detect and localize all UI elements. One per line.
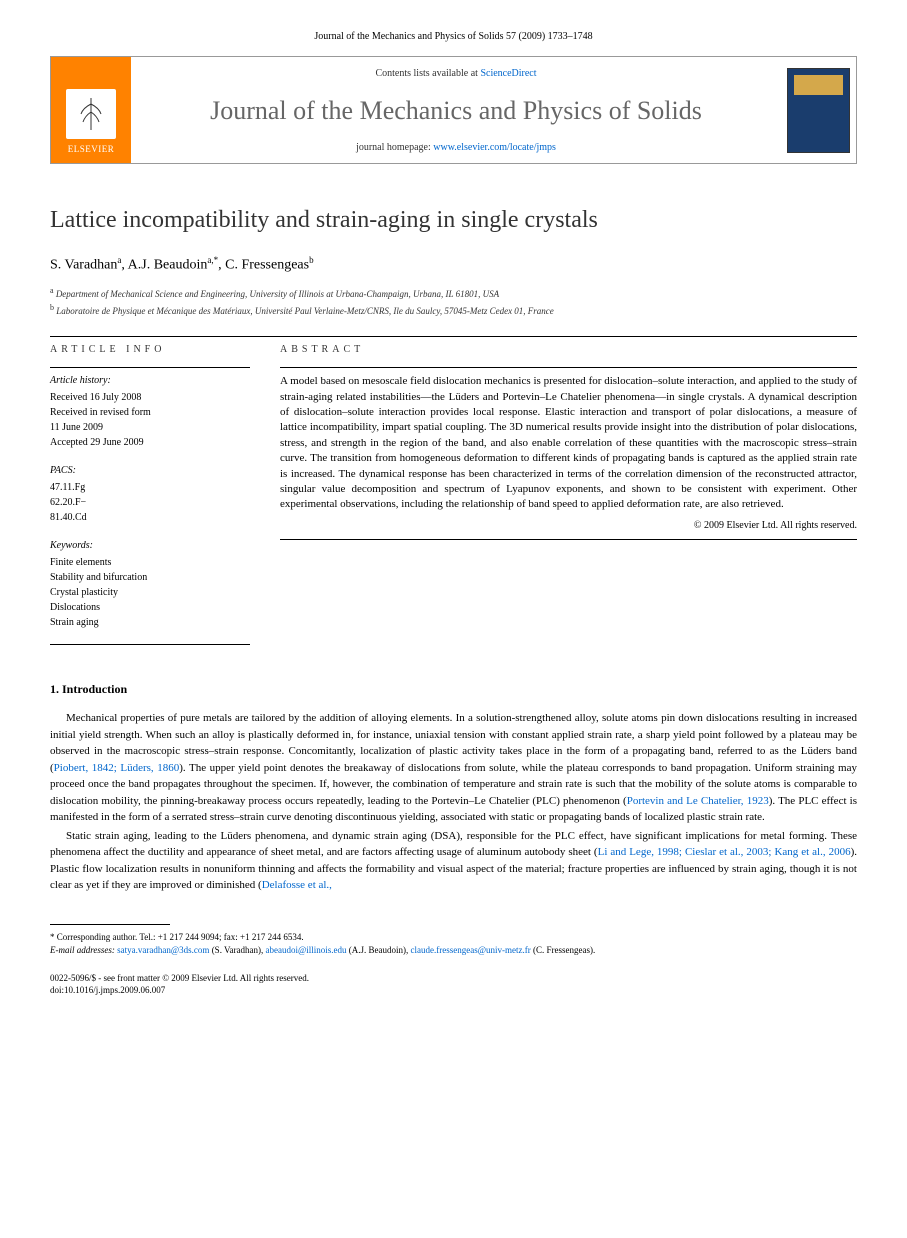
- page-footer: 0022-5096/$ - see front matter © 2009 El…: [50, 972, 857, 997]
- publisher-logo-block: ELSEVIER: [51, 57, 131, 163]
- abstract-label: ABSTRACT: [280, 343, 857, 357]
- abstract-rule: [280, 367, 857, 368]
- running-header: Journal of the Mechanics and Physics of …: [50, 30, 857, 44]
- pacs-code: 62.20.F−: [50, 495, 250, 510]
- history-line: 11 June 2009: [50, 420, 250, 435]
- abstract-column: ABSTRACT A model based on mesoscale fiel…: [280, 343, 857, 651]
- abstract-text: A model based on mesoscale field disloca…: [280, 374, 857, 513]
- author-list: S. Varadhana, A.J. Beaudoina,*, C. Fress…: [50, 254, 857, 275]
- article-info-label: ARTICLE INFO: [50, 343, 250, 357]
- masthead-center: Contents lists available at ScienceDirec…: [131, 57, 781, 163]
- history-line: Accepted 29 June 2009: [50, 435, 250, 450]
- article-history: Article history: Received 16 July 2008 R…: [50, 374, 250, 450]
- citation-link[interactable]: Portevin and Le Chatelier, 1923: [627, 795, 769, 807]
- keyword: Strain aging: [50, 615, 250, 630]
- pacs-code: 81.40.Cd: [50, 510, 250, 525]
- corresponding-author-note: * Corresponding author. Tel.: +1 217 244…: [50, 931, 857, 945]
- affiliation-a: a Department of Mechanical Science and E…: [50, 285, 857, 302]
- affiliation-b: b Laboratoire de Physique et Mécanique d…: [50, 302, 857, 319]
- info-abstract-row: ARTICLE INFO Article history: Received 1…: [50, 343, 857, 651]
- citation-link[interactable]: Delafosse et al.,: [262, 879, 332, 891]
- keywords-block: Keywords: Finite elements Stability and …: [50, 539, 250, 630]
- citation-link[interactable]: Piobert, 1842; Lüders, 1860: [54, 762, 180, 774]
- history-heading: Article history:: [50, 374, 250, 388]
- footnote-rule: [50, 924, 170, 925]
- journal-cover-icon: [787, 68, 850, 153]
- keyword: Stability and bifurcation: [50, 570, 250, 585]
- homepage-prefix: journal homepage:: [356, 142, 433, 153]
- journal-masthead: ELSEVIER Contents lists available at Sci…: [50, 56, 857, 164]
- email-link[interactable]: abeaudoi@illinois.edu: [266, 945, 347, 955]
- cover-thumb-holder: [781, 57, 856, 163]
- pacs-heading: PACS:: [50, 464, 250, 478]
- affiliations: a Department of Mechanical Science and E…: [50, 285, 857, 318]
- keyword: Finite elements: [50, 555, 250, 570]
- publisher-name: ELSEVIER: [68, 143, 115, 156]
- issn-line: 0022-5096/$ - see front matter © 2009 El…: [50, 972, 857, 985]
- pacs-block: PACS: 47.11.Fg 62.20.F− 81.40.Cd: [50, 464, 250, 525]
- homepage-link[interactable]: www.elsevier.com/locate/jmps: [433, 142, 556, 153]
- citation-link[interactable]: Li and Lege, 1998; Cieslar et al., 2003;…: [598, 846, 851, 858]
- intro-paragraph-1: Mechanical properties of pure metals are…: [50, 710, 857, 826]
- article-info-column: ARTICLE INFO Article history: Received 1…: [50, 343, 250, 651]
- email-link[interactable]: claude.fressengeas@univ-metz.fr: [411, 945, 531, 955]
- article-title: Lattice incompatibility and strain-aging…: [50, 204, 857, 238]
- sciencedirect-link[interactable]: ScienceDirect: [480, 68, 536, 79]
- email-addresses: E-mail addresses: satya.varadhan@3ds.com…: [50, 944, 857, 958]
- keyword: Dislocations: [50, 600, 250, 615]
- elsevier-tree-icon: [66, 89, 116, 139]
- history-line: Received 16 July 2008: [50, 390, 250, 405]
- section-heading-intro: 1. Introduction: [50, 681, 857, 698]
- keyword: Crystal plasticity: [50, 585, 250, 600]
- doi-line: doi:10.1016/j.jmps.2009.06.007: [50, 984, 857, 997]
- contents-prefix: Contents lists available at: [375, 68, 480, 79]
- contents-available-line: Contents lists available at ScienceDirec…: [141, 67, 771, 81]
- info-rule: [50, 367, 250, 368]
- keywords-heading: Keywords:: [50, 539, 250, 553]
- email-link[interactable]: satya.varadhan@3ds.com: [117, 945, 209, 955]
- intro-paragraph-2: Static strain aging, leading to the Lüde…: [50, 828, 857, 894]
- abstract-copyright: © 2009 Elsevier Ltd. All rights reserved…: [280, 519, 857, 533]
- info-bottom-rule: [50, 644, 250, 645]
- abstract-bottom-rule: [280, 539, 857, 540]
- journal-name: Journal of the Mechanics and Physics of …: [141, 93, 771, 129]
- pacs-code: 47.11.Fg: [50, 480, 250, 495]
- homepage-line: journal homepage: www.elsevier.com/locat…: [141, 141, 771, 155]
- history-line: Received in revised form: [50, 405, 250, 420]
- top-rule: [50, 336, 857, 337]
